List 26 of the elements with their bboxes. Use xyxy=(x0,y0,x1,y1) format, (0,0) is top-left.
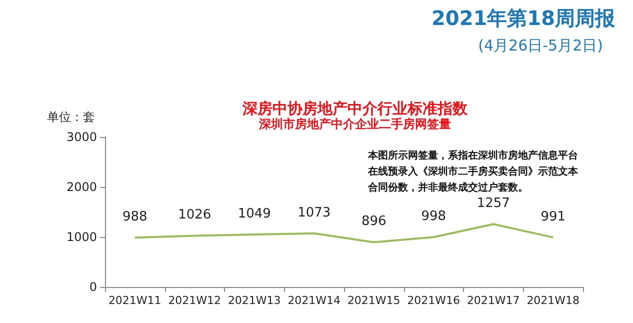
data-label: 896 xyxy=(361,214,386,230)
y-tick-label: 1000 xyxy=(66,230,97,244)
x-tick-label: 2021W11 xyxy=(108,294,162,307)
data-label: 991 xyxy=(540,209,566,224)
text: 2021年第18周周报 xyxy=(432,6,616,30)
data-label: 998 xyxy=(421,209,446,224)
annotation: 本图所示网签量，系指在深圳市房地产信息平台在线预录入《深圳市二手房买卖合同》示范文本合同份数，并非最终成交过户套数。 xyxy=(367,150,579,194)
y-tick-label: 2000 xyxy=(66,180,97,194)
x-tick-label: 2021W18 xyxy=(526,294,580,307)
y-tick-label: 3000 xyxy=(66,130,97,144)
data-label: 1026 xyxy=(178,208,212,223)
data-label: 1073 xyxy=(298,205,331,220)
x-tick-label: 2021W17 xyxy=(466,294,520,307)
y-tick-label: 0 xyxy=(89,280,97,294)
x-tick-label: 2021W14 xyxy=(288,294,341,307)
data-label: 988 xyxy=(122,210,148,225)
y-axis-title: 单位：套 xyxy=(47,110,95,124)
x-tick-label: 2021W16 xyxy=(407,294,460,307)
chart-title: 深房中协房地产中介行业标准指数 xyxy=(242,100,468,118)
chart-subtitle: 深圳市房地产中介企业二手房网签量 xyxy=(258,117,451,131)
x-tick-label: 2021W15 xyxy=(347,294,400,307)
data-label: 1049 xyxy=(238,206,271,222)
x-tick-label: 2021W12 xyxy=(168,294,222,307)
text: (4月26日-5月2日) xyxy=(478,36,604,54)
x-tick-label: 2021W13 xyxy=(228,294,281,307)
data-label: 1257 xyxy=(476,196,510,212)
